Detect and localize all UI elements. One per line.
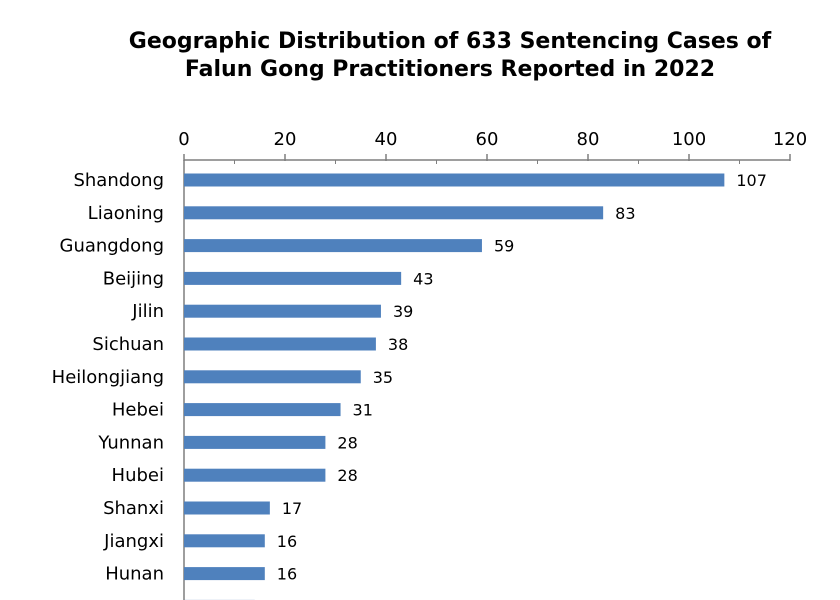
data-label: 17 <box>282 499 302 518</box>
bars <box>184 173 725 600</box>
bar <box>184 173 725 187</box>
data-label: 31 <box>353 401 373 420</box>
bar <box>184 370 361 384</box>
category-label: Hebei <box>112 400 164 421</box>
category-label: Heilongjiang <box>52 367 164 388</box>
category-label: Jiangxi <box>103 531 164 552</box>
x-tick-label: 20 <box>274 129 297 150</box>
bar <box>184 468 326 482</box>
category-label: Yunnan <box>97 432 164 453</box>
data-label: 59 <box>494 237 514 256</box>
bar <box>184 501 270 515</box>
bar <box>184 534 265 548</box>
bar <box>184 567 265 581</box>
bar <box>184 435 326 449</box>
category-label: Hubei <box>112 465 164 486</box>
category-label: Guangdong <box>60 236 165 257</box>
bar <box>184 271 402 285</box>
data-label: 38 <box>388 335 408 354</box>
x-tick-label: 40 <box>375 129 398 150</box>
x-tick-label: 120 <box>773 129 807 150</box>
bar <box>184 304 381 318</box>
data-label: 39 <box>393 302 413 321</box>
category-label: Shandong <box>73 170 164 191</box>
chart-title: Geographic Distribution of 633 Sentencin… <box>0 28 840 84</box>
data-label: 28 <box>337 433 357 452</box>
data-label: 107 <box>736 171 767 190</box>
data-label: 83 <box>615 204 635 223</box>
data-label: 28 <box>337 466 357 485</box>
x-tick-label: 100 <box>672 129 706 150</box>
category-label: Hunan <box>105 564 164 585</box>
chart-title-line-2: Falun Gong Practitioners Reported in 202… <box>184 57 716 82</box>
data-label: 43 <box>413 269 433 288</box>
category-label: Shanxi <box>103 498 164 519</box>
chart-title-line-1: Geographic Distribution of 633 Sentencin… <box>128 29 772 54</box>
x-tick-label: 80 <box>577 129 600 150</box>
category-label: Beijing <box>103 268 164 289</box>
bar <box>184 239 482 253</box>
bar <box>184 403 341 417</box>
category-label: Sichuan <box>92 334 164 355</box>
bar <box>184 206 604 220</box>
x-tick-label: 60 <box>476 129 499 150</box>
category-labels: Shandong Liaoning Guangdong Beijing Jilin Sic… <box>52 170 164 585</box>
data-label: 35 <box>373 368 393 387</box>
category-label: Liaoning <box>88 203 164 224</box>
data-label: 16 <box>277 532 297 551</box>
data-label: 16 <box>277 565 297 584</box>
category-label: Jilin <box>131 301 164 322</box>
bar <box>184 337 376 351</box>
x-axis: 0 20 40 60 80 100 120 <box>178 129 807 600</box>
x-tick-label: 0 <box>178 129 189 150</box>
